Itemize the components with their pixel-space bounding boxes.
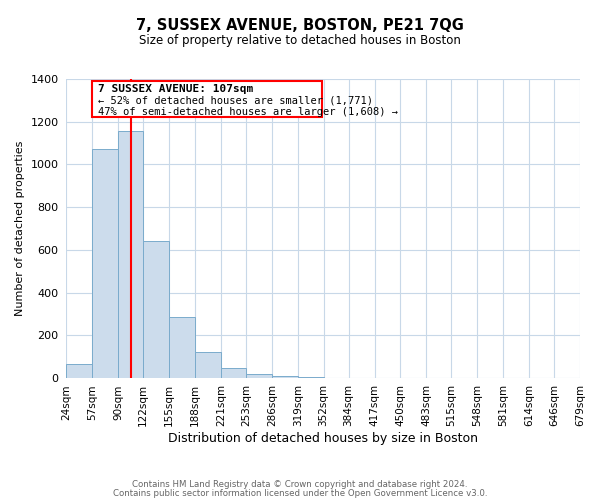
Text: Contains public sector information licensed under the Open Government Licence v3: Contains public sector information licen… xyxy=(113,488,487,498)
Bar xyxy=(221,368,246,378)
Text: 7 SUSSEX AVENUE: 107sqm: 7 SUSSEX AVENUE: 107sqm xyxy=(98,84,254,94)
Text: Size of property relative to detached houses in Boston: Size of property relative to detached ho… xyxy=(139,34,461,47)
Text: 47% of semi-detached houses are larger (1,608) →: 47% of semi-detached houses are larger (… xyxy=(98,107,398,117)
Y-axis label: Number of detached properties: Number of detached properties xyxy=(15,141,25,316)
Bar xyxy=(118,132,143,378)
Bar xyxy=(195,352,221,378)
Text: ← 52% of detached houses are smaller (1,771): ← 52% of detached houses are smaller (1,… xyxy=(98,96,373,106)
Text: 7, SUSSEX AVENUE, BOSTON, PE21 7QG: 7, SUSSEX AVENUE, BOSTON, PE21 7QG xyxy=(136,18,464,32)
Text: Contains HM Land Registry data © Crown copyright and database right 2024.: Contains HM Land Registry data © Crown c… xyxy=(132,480,468,489)
Bar xyxy=(169,317,195,378)
FancyBboxPatch shape xyxy=(92,81,322,118)
Bar xyxy=(272,376,298,378)
Bar xyxy=(92,150,118,378)
Bar xyxy=(246,374,272,378)
Bar xyxy=(67,364,92,378)
X-axis label: Distribution of detached houses by size in Boston: Distribution of detached houses by size … xyxy=(168,432,478,445)
Bar xyxy=(143,242,169,378)
Bar xyxy=(298,377,323,378)
